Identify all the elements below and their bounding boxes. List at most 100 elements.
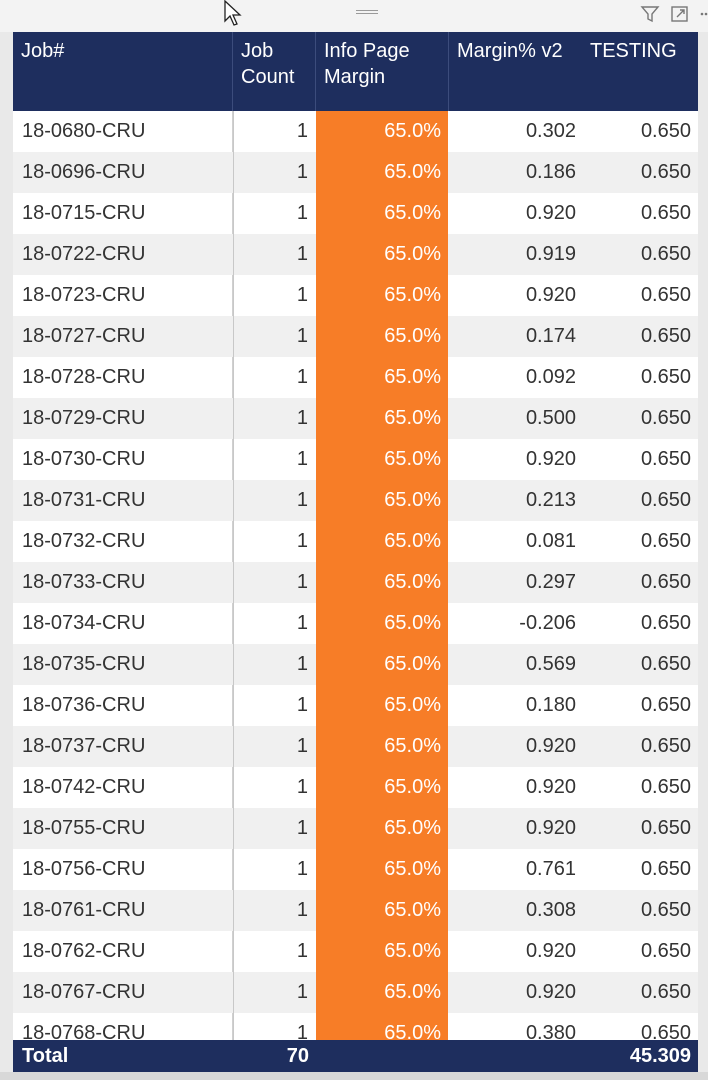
table-row[interactable]: 18-0735-CRU 1 65.0% 0.569 0.650 bbox=[13, 644, 698, 685]
job-count-cell: 1 bbox=[233, 316, 308, 357]
testing-cell: 0.650 bbox=[640, 940, 691, 962]
info-page-margin-value: 65.0% bbox=[384, 940, 441, 962]
table-row[interactable]: 18-0728-CRU 1 65.0% 0.092 0.650 bbox=[13, 357, 698, 398]
testing-cell: 0.650 bbox=[640, 694, 691, 716]
job-count-cell: 1 bbox=[233, 521, 308, 562]
info-page-margin-cell: 65.0% bbox=[316, 562, 448, 603]
testing-cell: 0.650 bbox=[640, 571, 691, 593]
table-row[interactable]: 18-0755-CRU 1 65.0% 0.920 0.650 bbox=[13, 808, 698, 849]
testing-cell: 0.650 bbox=[640, 981, 691, 1003]
info-page-margin-cell: 65.0% bbox=[316, 644, 448, 685]
table-row[interactable]: 18-0768-CRU 1 65.0% 0.380 0.650 bbox=[13, 1013, 698, 1054]
col-header-job-count[interactable]: Job Count bbox=[232, 32, 294, 111]
table-row[interactable]: 18-0715-CRU 1 65.0% 0.920 0.650 bbox=[13, 193, 698, 234]
margin-v2-cell: 0.092 bbox=[525, 366, 576, 388]
table-row[interactable]: 18-0727-CRU 1 65.0% 0.174 0.650 bbox=[13, 316, 698, 357]
col-header-job[interactable]: Job# bbox=[21, 38, 64, 64]
job-number-cell: 18-0742-CRU bbox=[22, 776, 146, 798]
job-number-cell: 18-0737-CRU bbox=[22, 735, 146, 757]
info-page-margin-value: 65.0% bbox=[384, 817, 441, 839]
info-page-margin-value: 65.0% bbox=[384, 202, 441, 224]
col-header-info-line2: Margin bbox=[324, 66, 386, 88]
job-count-cell: 1 bbox=[233, 275, 308, 316]
job-number-cell: 18-0696-CRU bbox=[22, 161, 146, 183]
job-count-cell: 1 bbox=[233, 439, 308, 480]
col-header-margin-v2[interactable]: Margin% v2 bbox=[448, 32, 563, 111]
job-number-cell: 18-0729-CRU bbox=[22, 407, 146, 429]
job-number-cell: 18-0723-CRU bbox=[22, 284, 146, 306]
job-count-cell: 1 bbox=[233, 398, 308, 439]
margin-v2-cell: 0.920 bbox=[525, 284, 576, 306]
info-page-margin-cell: 65.0% bbox=[316, 931, 448, 972]
info-page-margin-value: 65.0% bbox=[384, 243, 441, 265]
testing-cell: 0.650 bbox=[640, 735, 691, 757]
table-row[interactable]: 18-0736-CRU 1 65.0% 0.180 0.650 bbox=[13, 685, 698, 726]
info-page-margin-cell: 65.0% bbox=[316, 972, 448, 1013]
testing-cell: 0.650 bbox=[640, 202, 691, 224]
table-row[interactable]: 18-0742-CRU 1 65.0% 0.920 0.650 bbox=[13, 767, 698, 808]
table-row[interactable]: 18-0731-CRU 1 65.0% 0.213 0.650 bbox=[13, 480, 698, 521]
margin-v2-cell: 0.297 bbox=[525, 571, 576, 593]
info-page-margin-value: 65.0% bbox=[384, 407, 441, 429]
margin-v2-cell: 0.920 bbox=[525, 940, 576, 962]
table-row[interactable]: 18-0734-CRU 1 65.0% -0.206 0.650 bbox=[13, 603, 698, 644]
table-row[interactable]: 18-0696-CRU 1 65.0% 0.186 0.650 bbox=[13, 152, 698, 193]
drag-grip-icon[interactable] bbox=[356, 8, 378, 18]
table-row[interactable]: 18-0730-CRU 1 65.0% 0.920 0.650 bbox=[13, 439, 698, 480]
job-count-cell: 1 bbox=[233, 931, 308, 972]
table-row[interactable]: 18-0756-CRU 1 65.0% 0.761 0.650 bbox=[13, 849, 698, 890]
job-count-cell: 1 bbox=[233, 111, 308, 152]
table-row[interactable]: 18-0737-CRU 1 65.0% 0.920 0.650 bbox=[13, 726, 698, 767]
focus-mode-icon[interactable] bbox=[670, 4, 690, 24]
col-header-info-page-margin[interactable]: Info Page Margin bbox=[315, 32, 410, 111]
table-row[interactable]: 18-0767-CRU 1 65.0% 0.920 0.650 bbox=[13, 972, 698, 1013]
testing-cell: 0.650 bbox=[640, 284, 691, 306]
info-page-margin-cell: 65.0% bbox=[316, 603, 448, 644]
table-row[interactable]: 18-0680-CRU 1 65.0% 0.302 0.650 bbox=[13, 111, 698, 152]
job-count-cell: 1 bbox=[233, 849, 308, 890]
table-row[interactable]: 18-0732-CRU 1 65.0% 0.081 0.650 bbox=[13, 521, 698, 562]
job-count-cell: 1 bbox=[233, 234, 308, 275]
table-row[interactable]: 18-0733-CRU 1 65.0% 0.297 0.650 bbox=[13, 562, 698, 603]
job-number-cell: 18-0755-CRU bbox=[22, 817, 146, 839]
job-number-cell: 18-0733-CRU bbox=[22, 571, 146, 593]
col-header-margin-v2-label: Margin% v2 bbox=[457, 40, 563, 62]
job-count-cell: 1 bbox=[233, 357, 308, 398]
info-page-margin-value: 65.0% bbox=[384, 858, 441, 880]
testing-cell: 0.650 bbox=[640, 653, 691, 675]
job-count-cell: 1 bbox=[233, 972, 308, 1013]
testing-cell: 0.650 bbox=[640, 325, 691, 347]
table-total-row: Total 70 45.309 bbox=[13, 1040, 698, 1072]
testing-cell: 0.650 bbox=[640, 489, 691, 511]
col-header-job-count-line2: Count bbox=[241, 66, 295, 88]
job-count-cell: 1 bbox=[233, 808, 308, 849]
job-count-cell: 1 bbox=[233, 562, 308, 603]
info-page-margin-cell: 65.0% bbox=[316, 439, 448, 480]
table-row[interactable]: 18-0761-CRU 1 65.0% 0.308 0.650 bbox=[13, 890, 698, 931]
info-page-margin-cell: 65.0% bbox=[316, 890, 448, 931]
job-count-cell: 1 bbox=[233, 193, 308, 234]
table-row[interactable]: 18-0729-CRU 1 65.0% 0.500 0.650 bbox=[13, 398, 698, 439]
margin-v2-cell: 0.920 bbox=[525, 817, 576, 839]
job-count-cell: 1 bbox=[233, 603, 308, 644]
info-page-margin-cell: 65.0% bbox=[316, 685, 448, 726]
col-header-testing[interactable]: TESTING bbox=[590, 38, 677, 64]
testing-cell: 0.650 bbox=[640, 161, 691, 183]
job-number-cell: 18-0761-CRU bbox=[22, 899, 146, 921]
testing-cell: 0.650 bbox=[640, 530, 691, 552]
table-row[interactable]: 18-0762-CRU 1 65.0% 0.920 0.650 bbox=[13, 931, 698, 972]
job-number-cell: 18-0715-CRU bbox=[22, 202, 146, 224]
info-page-margin-cell: 65.0% bbox=[316, 275, 448, 316]
table-row[interactable]: 18-0722-CRU 1 65.0% 0.919 0.650 bbox=[13, 234, 698, 275]
job-number-cell: 18-0722-CRU bbox=[22, 243, 146, 265]
info-page-margin-value: 65.0% bbox=[384, 776, 441, 798]
more-options-icon[interactable] bbox=[700, 4, 708, 24]
info-page-margin-cell: 65.0% bbox=[316, 767, 448, 808]
testing-cell: 0.650 bbox=[640, 1022, 691, 1044]
filter-icon[interactable] bbox=[640, 4, 660, 24]
info-page-margin-cell: 65.0% bbox=[316, 398, 448, 439]
job-number-cell: 18-0734-CRU bbox=[22, 612, 146, 634]
table-row[interactable]: 18-0723-CRU 1 65.0% 0.920 0.650 bbox=[13, 275, 698, 316]
job-count-cell: 1 bbox=[233, 644, 308, 685]
testing-cell: 0.650 bbox=[640, 407, 691, 429]
